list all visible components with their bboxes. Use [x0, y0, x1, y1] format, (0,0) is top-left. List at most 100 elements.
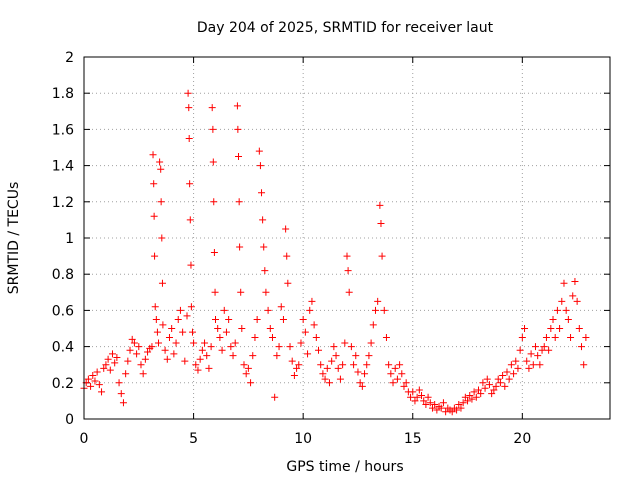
data-point — [468, 395, 476, 403]
data-point — [549, 315, 557, 323]
data-point — [564, 315, 572, 323]
data-point — [439, 399, 447, 407]
data-point — [334, 364, 342, 372]
data-point — [282, 225, 290, 233]
data-point — [369, 321, 377, 329]
y-tick-label: 1.2 — [52, 195, 74, 211]
data-point — [249, 352, 257, 360]
data-point — [442, 408, 450, 416]
data-point — [187, 261, 195, 269]
data-point — [363, 361, 371, 369]
plot-frame — [83, 56, 611, 420]
data-point — [534, 352, 542, 360]
data-point — [411, 397, 419, 405]
data-point — [453, 406, 461, 414]
data-point — [350, 361, 358, 369]
data-point — [124, 357, 132, 365]
data-point — [485, 381, 493, 389]
data-point — [190, 339, 198, 347]
data-point — [437, 404, 445, 412]
grid-lines — [84, 57, 610, 419]
data-point — [464, 397, 472, 405]
data-point — [514, 364, 522, 372]
data-point — [158, 234, 166, 242]
data-point — [255, 147, 263, 155]
data-point — [229, 352, 237, 360]
data-point — [203, 352, 211, 360]
x-axis-title: GPS time / hours — [286, 459, 403, 475]
data-point — [428, 404, 436, 412]
data-point — [455, 401, 463, 409]
data-point — [483, 375, 491, 383]
data-point — [186, 180, 194, 188]
data-point — [122, 370, 130, 378]
data-point — [236, 243, 244, 251]
data-point — [161, 346, 169, 354]
data-point — [312, 334, 320, 342]
data-point — [247, 379, 255, 387]
data-point — [477, 390, 485, 398]
data-point — [198, 346, 206, 354]
data-point — [503, 368, 511, 376]
data-point — [529, 361, 537, 369]
x-tick-label: 20 — [513, 431, 531, 447]
data-point — [551, 334, 559, 342]
data-point — [389, 379, 397, 387]
data-point — [512, 357, 520, 365]
data-point — [496, 379, 504, 387]
data-point — [479, 379, 487, 387]
data-point — [501, 382, 509, 390]
data-point — [139, 370, 147, 378]
data-point — [521, 325, 529, 332]
data-point — [117, 390, 125, 398]
data-point — [157, 198, 165, 206]
data-point — [490, 386, 498, 394]
x-tick-label: 10 — [294, 431, 312, 447]
data-point — [540, 343, 548, 351]
data-point — [531, 343, 539, 351]
data-point — [240, 361, 248, 369]
data-point — [382, 334, 390, 342]
data-point — [194, 366, 202, 374]
data-point — [207, 343, 215, 351]
data-point — [218, 346, 226, 354]
y-tick-label: 1 — [65, 231, 74, 247]
data-point — [470, 388, 478, 396]
data-point — [201, 339, 209, 347]
data-point — [367, 339, 375, 347]
data-point — [431, 401, 439, 409]
y-axis-title: SRMTID / TECUs — [6, 182, 22, 295]
data-point — [507, 361, 515, 369]
data-point — [582, 334, 590, 342]
data-point — [571, 277, 579, 285]
data-point — [244, 364, 252, 372]
data-point — [102, 361, 110, 369]
y-tick-label: 1.4 — [52, 159, 74, 175]
data-point — [251, 334, 259, 342]
data-point — [174, 315, 182, 323]
data-point — [261, 267, 269, 275]
data-point — [527, 350, 535, 358]
data-point — [253, 315, 261, 323]
data-point — [356, 379, 364, 387]
data-point — [144, 348, 152, 356]
data-point — [523, 357, 531, 365]
data-point — [133, 350, 141, 358]
data-point — [516, 346, 524, 354]
data-point — [111, 359, 119, 367]
data-point — [426, 399, 434, 407]
data-point — [290, 372, 298, 380]
data-point — [385, 361, 393, 369]
data-point — [242, 370, 250, 378]
data-point — [400, 382, 408, 390]
data-point — [288, 357, 296, 365]
data-point — [93, 368, 101, 376]
data-point — [374, 297, 382, 305]
data-point — [354, 368, 362, 376]
data-point — [304, 350, 312, 358]
data-point — [264, 306, 272, 314]
data-point — [159, 321, 167, 329]
data-point — [266, 325, 274, 332]
x-tick-label: 0 — [80, 431, 89, 447]
